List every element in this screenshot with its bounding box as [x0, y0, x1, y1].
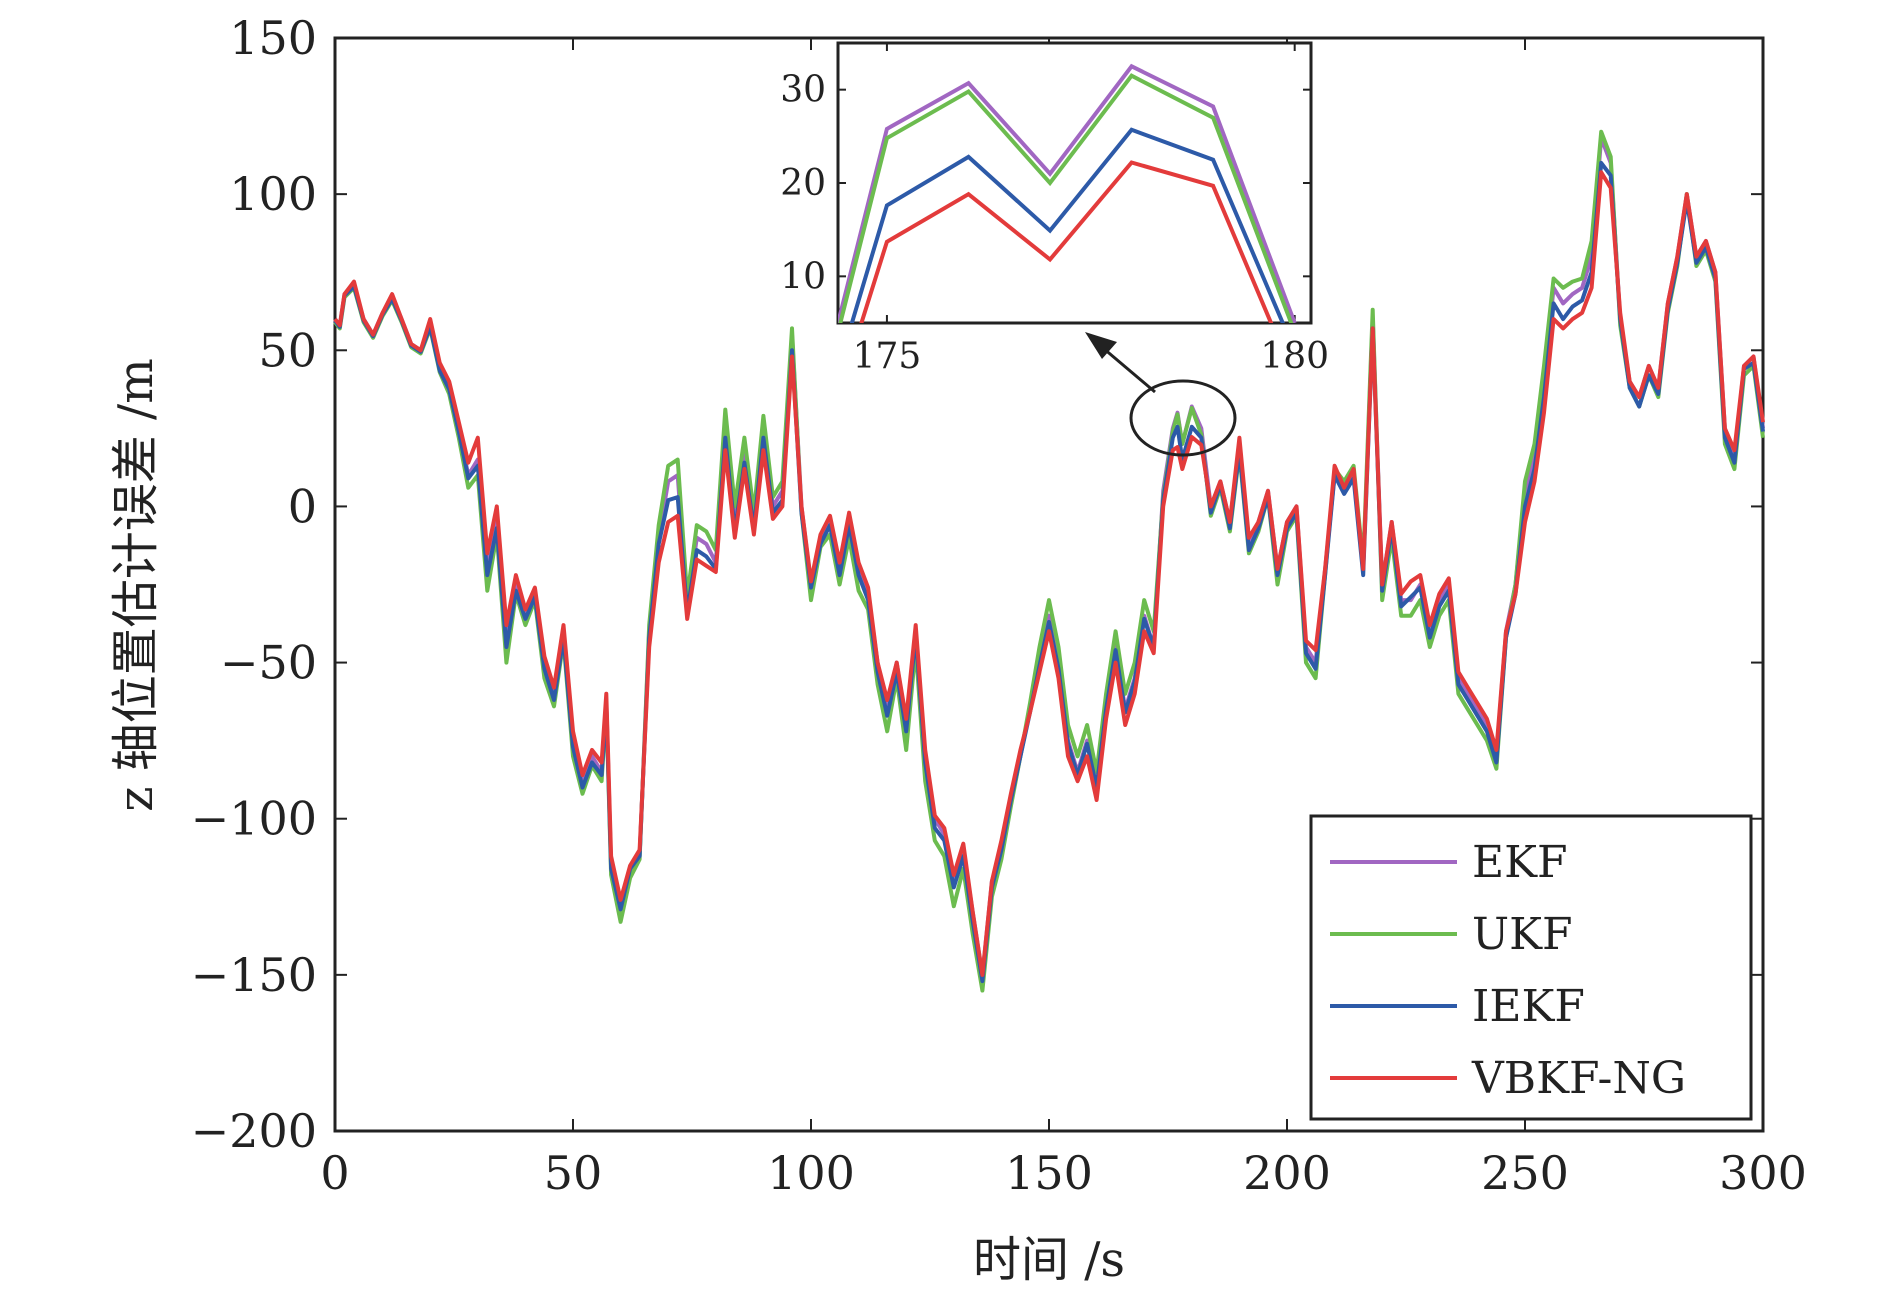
- legend-label-iekf: IEKF: [1472, 981, 1585, 1032]
- legend-label-vbkf-ng: VBKF-NG: [1471, 1053, 1686, 1104]
- x-tick-label: 200: [1243, 1146, 1331, 1200]
- x-tick-label: 250: [1481, 1146, 1569, 1200]
- y-tick-label: −100: [191, 792, 317, 846]
- x-tick-label: 100: [767, 1146, 855, 1200]
- inset-x-tick-label: 175: [853, 336, 922, 377]
- y-tick-label: −200: [191, 1104, 317, 1158]
- series-line-vbkf-ng: [333, 170, 1765, 977]
- y-tick-label: 0: [288, 479, 317, 533]
- y-tick-label: 100: [229, 167, 317, 221]
- inset-y-tick-labels: 10 20 30: [780, 70, 826, 298]
- main-y-tick-labels: −200 −150 −100 −50 0 50 100 150: [191, 11, 317, 1158]
- legend: EKF UKF IEKF VBKF-NG: [1309, 814, 1753, 1121]
- inset-y-tick-label: 30: [780, 70, 826, 111]
- y-tick-label: 150: [229, 11, 317, 65]
- legend-box: [1309, 814, 1753, 1121]
- y-axis-label: z 轴位置估计误差 /m: [108, 358, 164, 812]
- legend-label-ekf: EKF: [1472, 837, 1568, 888]
- zoom-arrow-head: [1085, 332, 1117, 359]
- inset-series-line-iekf: [849, 127, 1285, 323]
- x-axis-label: 时间 /s: [973, 1232, 1125, 1288]
- zoom-region-ellipse: [1129, 379, 1237, 457]
- y-tick-label: 50: [258, 323, 317, 377]
- main-series-lines: [333, 129, 1765, 993]
- main-x-tick-labels: 0 50 100 150 200 250 300: [320, 1146, 1807, 1200]
- x-tick-label: 300: [1719, 1146, 1807, 1200]
- y-tick-label: −150: [191, 948, 317, 1002]
- legend-items: EKF UKF IEKF VBKF-NG: [1330, 837, 1686, 1104]
- inset-series-lines: [838, 63, 1297, 323]
- inset-series-line-ekf: [838, 63, 1297, 323]
- y-tick-label: −50: [220, 636, 317, 690]
- x-tick-label: 50: [544, 1146, 603, 1200]
- inset-series-line-vbkf-ng: [859, 160, 1274, 323]
- legend-label-ukf: UKF: [1472, 909, 1572, 960]
- x-tick-label: 150: [1005, 1146, 1093, 1200]
- inset-ticks: [838, 43, 1311, 323]
- zoom-annotation: [1085, 332, 1237, 457]
- inset-plot: 175 180 10 20 30: [780, 41, 1329, 377]
- inset-x-tick-label: 180: [1260, 336, 1329, 377]
- x-tick-label: 0: [320, 1146, 349, 1200]
- inset-y-tick-label: 20: [780, 163, 826, 204]
- inset-series-line-ukf: [838, 73, 1294, 323]
- inset-x-tick-labels: 175 180: [853, 336, 1329, 377]
- inset-plot-area: [836, 41, 1313, 325]
- inset-y-tick-label: 10: [780, 256, 826, 297]
